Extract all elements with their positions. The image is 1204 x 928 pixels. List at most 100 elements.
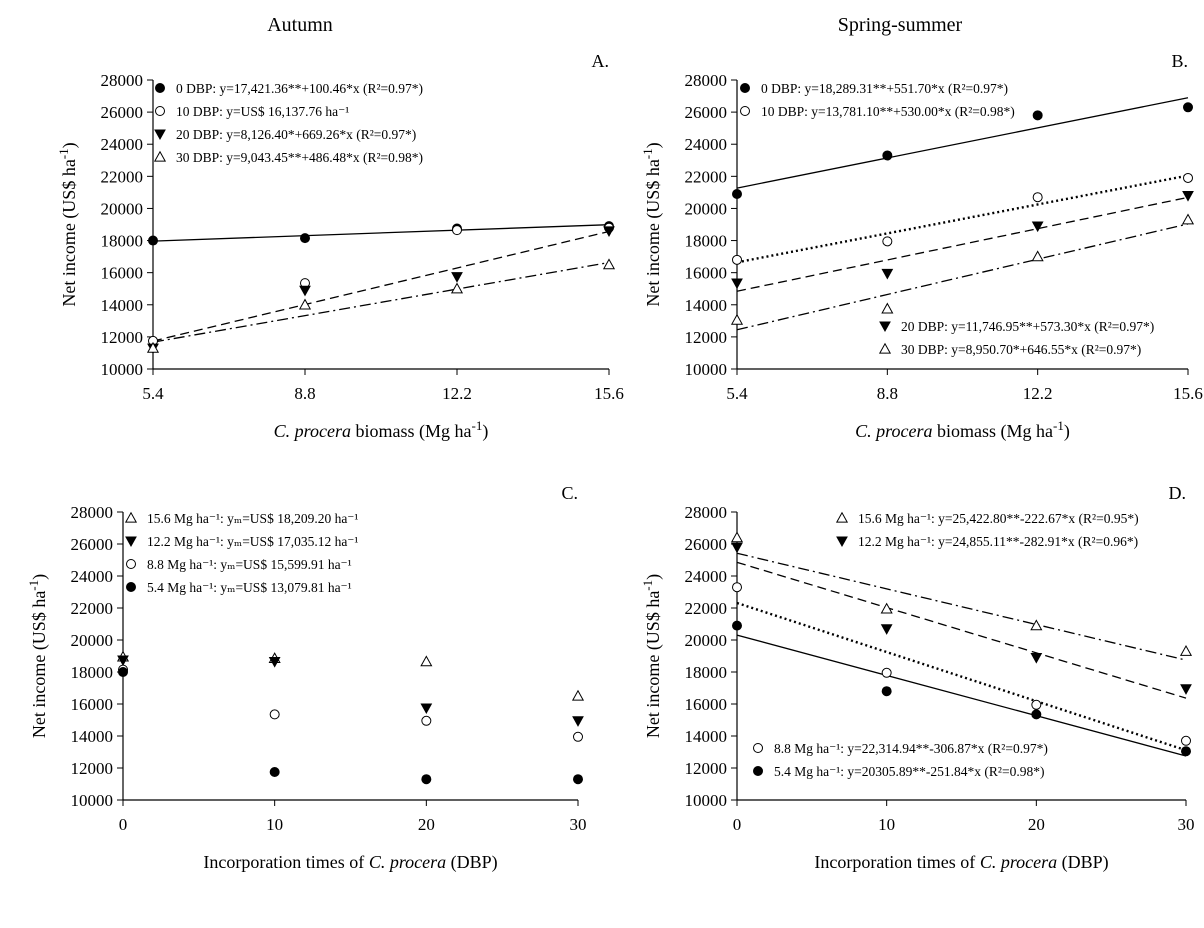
y-tick-label: 20000 — [71, 631, 114, 650]
y-tick-label: 10000 — [71, 791, 114, 810]
data-point — [602, 258, 616, 270]
data-point — [881, 686, 892, 697]
fit-line — [736, 97, 1189, 189]
x-tick-label: 5.4 — [726, 384, 748, 403]
y-axis-title: Net income (US$ ha-1) — [56, 142, 81, 306]
y-tick-label: 22000 — [685, 599, 728, 618]
x-axis-title-part: ) — [482, 421, 488, 442]
data-point — [1030, 619, 1043, 631]
x-axis-title-part: biomass (Mg ha — [351, 421, 472, 442]
data-point — [881, 302, 894, 314]
legend-label: 8.8 Mg ha⁻¹: y=22,314.94**-306.87*x (R²=… — [774, 741, 1048, 756]
data-point — [573, 731, 583, 742]
data-point — [299, 285, 311, 297]
data-point — [1031, 699, 1042, 710]
panel-label: A. — [592, 51, 610, 71]
data-point — [732, 620, 742, 631]
legend-marker — [878, 342, 892, 354]
y-axis-title-sup: -1 — [56, 148, 71, 159]
legend-marker — [879, 321, 891, 333]
panel-label: D. — [1169, 483, 1187, 503]
x-tick-label: 30 — [570, 815, 587, 834]
data-point — [420, 703, 433, 715]
data-point — [451, 272, 463, 283]
y-tick-label: 18000 — [71, 663, 114, 682]
y-axis-title: Net income (US$ ha-1) — [640, 574, 665, 738]
legend-label: 10 DBP: y=US$ 16,137.76 ha⁻¹ — [176, 104, 349, 119]
data-point — [881, 667, 892, 678]
fit-line — [736, 601, 1187, 752]
data-point — [452, 225, 462, 236]
x-tick-label: 8.8 — [294, 384, 315, 403]
x-axis-title: Incorporation times of C. procera (DBP) — [203, 852, 497, 873]
x-tick-label: 8.8 — [877, 384, 898, 403]
legend-marker — [153, 150, 167, 162]
x-axis-title: Incorporation times of C. procera (DBP) — [814, 852, 1108, 873]
legend-marker — [126, 582, 136, 592]
data-point — [881, 268, 894, 280]
fit-line — [736, 223, 1189, 331]
legend-label: 5.4 Mg ha⁻¹: y=20305.89**-251.84*x (R²=0… — [774, 764, 1044, 779]
data-point — [420, 655, 433, 667]
x-tick-label: 10 — [266, 815, 283, 834]
y-tick-label: 16000 — [685, 264, 728, 283]
data-point — [880, 624, 893, 635]
legend-marker — [126, 559, 136, 569]
y-tick-label: 22000 — [71, 599, 114, 618]
data-point — [880, 602, 893, 614]
y-tick-label: 12000 — [685, 328, 728, 347]
legend-marker — [155, 106, 165, 116]
y-axis-title-part: Net income (US$ ha — [59, 159, 80, 306]
x-axis-title-italic: C. procera — [274, 421, 351, 441]
y-axis-title: Net income (US$ ha-1) — [26, 574, 51, 738]
data-point — [117, 655, 129, 667]
legend-label: 15.6 Mg ha⁻¹: y=25,422.80**-222.67*x (R²… — [858, 511, 1139, 526]
data-point — [1180, 684, 1192, 695]
data-point — [269, 709, 280, 720]
y-tick-label: 14000 — [71, 727, 114, 746]
y-axis-title-part: Net income (US$ ha — [643, 159, 664, 306]
legend-label: 5.4 Mg ha⁻¹: yₘ=US$ 13,079.81 ha⁻¹ — [147, 580, 352, 595]
legend-marker — [155, 83, 165, 93]
data-point — [571, 689, 585, 701]
y-tick-label: 24000 — [71, 567, 114, 586]
legend-marker — [125, 536, 137, 548]
data-point — [1183, 102, 1193, 113]
y-tick-label: 14000 — [685, 296, 728, 315]
y-tick-label: 10000 — [685, 791, 728, 810]
data-point — [731, 542, 743, 554]
data-point — [731, 278, 743, 290]
legend-marker — [124, 511, 138, 523]
data-point — [148, 235, 158, 246]
y-tick-label: 18000 — [101, 232, 144, 251]
panel-label: B. — [1171, 51, 1188, 71]
legend-label: 20 DBP: y=8,126.40*+669.26*x (R²=0.97*) — [176, 127, 416, 142]
y-tick-label: 12000 — [101, 328, 144, 347]
y-tick-label: 28000 — [685, 71, 728, 90]
x-tick-label: 0 — [119, 815, 128, 834]
legend-label: 10 DBP: y=13,781.10**+530.00*x (R²=0.98*… — [761, 104, 1015, 119]
data-point — [732, 188, 742, 199]
legend-label: 0 DBP: y=18,289.31**+551.70*x (R²=0.97*) — [761, 81, 1008, 96]
data-point — [572, 716, 584, 727]
data-point — [573, 774, 583, 785]
y-tick-label: 16000 — [685, 695, 728, 714]
x-axis-title-part: biomass (Mg ha — [932, 421, 1053, 442]
panel-label: C. — [561, 483, 578, 503]
x-axis-title-part: (DBP) — [446, 852, 498, 873]
y-tick-label: 22000 — [101, 167, 144, 186]
y-axis-title-part: Net income (US$ ha — [29, 591, 50, 738]
y-tick-label: 20000 — [685, 631, 728, 650]
x-tick-label: 15.6 — [1173, 384, 1203, 403]
y-axis-title-sup: -1 — [640, 580, 655, 591]
x-axis-title-italic: C. procera — [980, 852, 1057, 872]
y-tick-label: 20000 — [685, 199, 728, 218]
y-tick-label: 18000 — [685, 663, 728, 682]
y-tick-label: 26000 — [685, 103, 728, 122]
legend-label: 15.6 Mg ha⁻¹: yₘ=US$ 18,209.20 ha⁻¹ — [147, 511, 359, 526]
data-point — [300, 233, 310, 244]
legend-marker — [154, 129, 166, 141]
data-point — [730, 531, 744, 543]
data-point — [732, 582, 742, 593]
